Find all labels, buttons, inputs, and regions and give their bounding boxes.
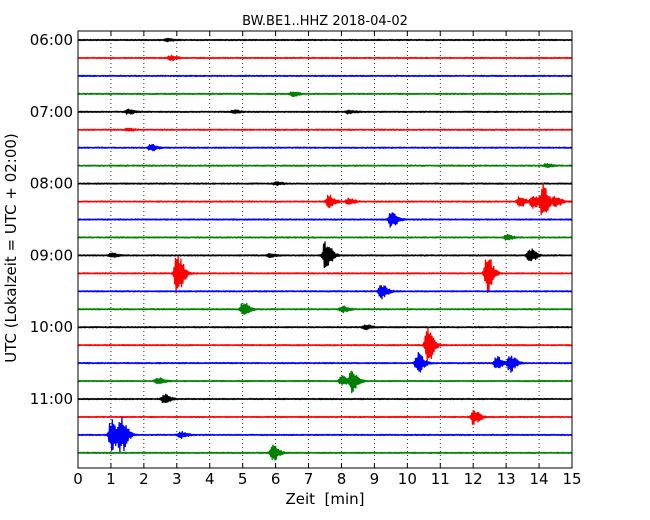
x-tick-label: 15 bbox=[562, 470, 581, 488]
chart-title: BW.BE1..HHZ 2018-04-02 bbox=[242, 14, 408, 29]
y-tick-label: 10:00 bbox=[30, 318, 73, 336]
trace-line bbox=[77, 327, 573, 362]
y-tick-label: 06:00 bbox=[30, 31, 73, 49]
x-tick-label: 7 bbox=[304, 470, 314, 488]
trace-line bbox=[77, 143, 573, 152]
trace-line bbox=[77, 324, 573, 331]
x-axis-ticks: 0 1 2 3 4 5 6 7 8 9 10 11 12 13 14 15 bbox=[73, 31, 582, 488]
y-tick-label: 09:00 bbox=[30, 246, 73, 264]
y-tick-label: 08:00 bbox=[30, 175, 73, 193]
trace-line bbox=[77, 302, 573, 315]
trace-line bbox=[77, 241, 573, 269]
trace-line bbox=[77, 74, 573, 78]
seismogram-traces bbox=[77, 37, 573, 461]
trace-line bbox=[77, 417, 573, 453]
x-tick-label: 6 bbox=[271, 470, 281, 488]
x-tick-label: 14 bbox=[530, 470, 549, 488]
x-tick-label: 3 bbox=[172, 470, 182, 488]
x-tick-label: 2 bbox=[139, 470, 149, 488]
trace-line bbox=[77, 108, 573, 115]
trace-line bbox=[77, 409, 573, 426]
trace-line bbox=[77, 54, 573, 62]
vertical-grid bbox=[110, 31, 540, 468]
trace-line bbox=[77, 444, 573, 461]
x-tick-label: 13 bbox=[497, 470, 516, 488]
trace-line bbox=[77, 370, 573, 394]
x-tick-label: 5 bbox=[238, 470, 248, 488]
x-tick-label: 0 bbox=[73, 470, 83, 488]
x-tick-label: 4 bbox=[205, 470, 215, 488]
trace-line bbox=[77, 212, 573, 228]
y-axis-label: UTC (Lokalzeit = UTC + 02:00) bbox=[2, 133, 20, 363]
plot-frame bbox=[77, 30, 573, 469]
trace-line bbox=[77, 285, 573, 300]
x-tick-label: 11 bbox=[431, 470, 450, 488]
trace-line bbox=[77, 162, 573, 169]
trace-line bbox=[77, 181, 573, 187]
x-tick-label: 8 bbox=[337, 470, 347, 488]
x-tick-label: 12 bbox=[464, 470, 483, 488]
x-tick-label: 1 bbox=[106, 470, 116, 488]
trace-line bbox=[77, 233, 573, 241]
x-tick-label: 10 bbox=[398, 470, 417, 488]
x-tick-label: 9 bbox=[370, 470, 380, 488]
trace-line bbox=[77, 393, 573, 404]
trace-line bbox=[77, 352, 573, 373]
trace-line bbox=[77, 127, 573, 132]
y-tick-label: 07:00 bbox=[30, 103, 73, 121]
y-tick-label: 11:00 bbox=[30, 390, 73, 408]
x-axis-label: Zeit [min] bbox=[285, 490, 364, 508]
trace-line bbox=[77, 255, 573, 294]
y-axis-ticks: 06:00 07:00 08:00 09:00 10:00 11:00 bbox=[30, 31, 572, 408]
trace-line bbox=[77, 182, 573, 216]
trace-line bbox=[77, 91, 573, 98]
trace-line bbox=[77, 37, 573, 43]
